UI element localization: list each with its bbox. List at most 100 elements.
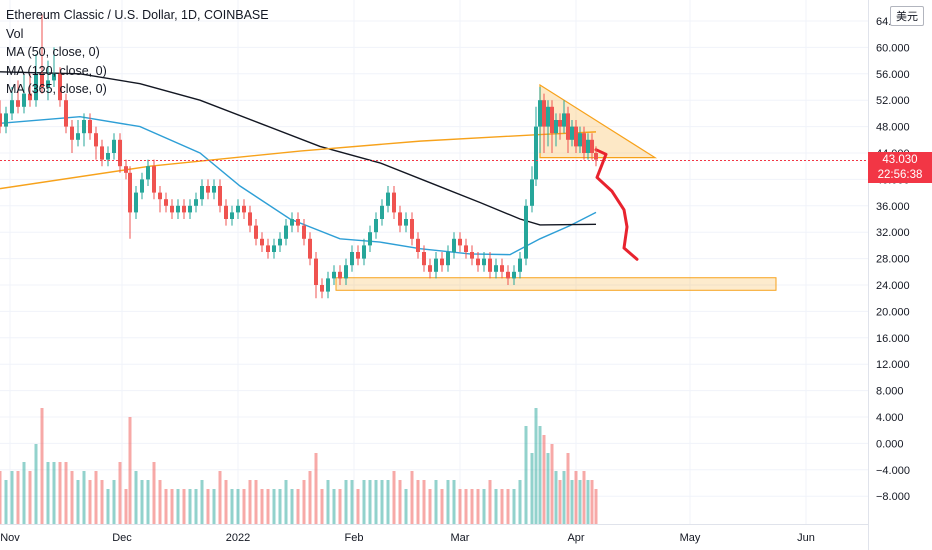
candle-body xyxy=(28,93,32,101)
candle-body xyxy=(94,133,98,147)
time-tick-label: Dec xyxy=(112,532,132,544)
price-tick-label: 52.000 xyxy=(876,95,910,107)
volume-bar xyxy=(140,480,144,524)
volume-bar xyxy=(302,480,306,524)
volume-bar xyxy=(320,489,324,524)
candle-body xyxy=(158,192,162,200)
legend-ma-120[interactable]: MA (120, close, 0) xyxy=(6,63,107,78)
volume-bar xyxy=(422,480,426,524)
candle-body xyxy=(236,205,240,213)
volume-bar xyxy=(332,489,336,524)
volume-bar xyxy=(28,471,32,524)
volume-bar xyxy=(538,426,542,524)
candle-body xyxy=(570,126,574,140)
volume-bar xyxy=(146,480,150,524)
support-zone xyxy=(335,277,777,291)
volume-bar xyxy=(428,489,432,524)
volume-bar xyxy=(70,471,74,524)
volume-bar xyxy=(534,408,538,524)
candle-body xyxy=(194,199,198,206)
price-tick-label: 0.000 xyxy=(876,438,904,450)
currency-button[interactable]: 美元 xyxy=(890,6,924,26)
candle-body xyxy=(308,238,312,259)
volume-bar xyxy=(278,489,282,524)
price-tick-label: 20.000 xyxy=(876,306,910,318)
time-axis[interactable]: Nov Dec 2022 Feb Mar Apr May Jun xyxy=(0,532,815,544)
volume-bar xyxy=(284,480,288,524)
candle-body xyxy=(512,271,516,279)
candle-body xyxy=(40,73,44,87)
volume-bar xyxy=(446,480,450,524)
volume-bar xyxy=(362,480,366,524)
candle-body xyxy=(362,245,366,259)
candle-body xyxy=(578,133,582,147)
candle-body xyxy=(100,146,104,160)
candle-body xyxy=(206,186,210,193)
candle-body xyxy=(434,258,438,272)
candle-body xyxy=(212,186,216,193)
ma-line xyxy=(0,115,597,256)
candle-body xyxy=(34,73,38,101)
volume-bar xyxy=(470,489,474,524)
volume-bar xyxy=(476,489,480,524)
time-tick-label: May xyxy=(680,532,701,544)
grid xyxy=(0,0,868,524)
candlesticks xyxy=(0,14,598,299)
volume-bar xyxy=(550,444,554,524)
volume-bar xyxy=(22,462,26,524)
volume-bar xyxy=(124,489,128,524)
volume-bar xyxy=(34,444,38,524)
candle-body xyxy=(386,192,390,206)
time-tick-label: Feb xyxy=(345,532,364,544)
candle-body xyxy=(530,179,534,206)
candle-body xyxy=(586,139,590,153)
volume-bar xyxy=(260,489,264,524)
volume-bar xyxy=(308,471,312,524)
price-tick-label: 16.000 xyxy=(876,333,910,345)
volume-bar xyxy=(88,480,92,524)
volume-bar xyxy=(134,471,138,524)
time-tick-label: 2022 xyxy=(226,532,250,544)
price-axis[interactable]: 64.00060.00056.00052.00048.00044.00040.0… xyxy=(876,16,910,503)
candle-body xyxy=(494,265,498,272)
candle-body xyxy=(254,225,258,239)
projection-path xyxy=(594,148,639,261)
last-price-value: 43.030 xyxy=(882,154,918,166)
time-tick-label: Jun xyxy=(797,532,815,544)
candle-body xyxy=(314,258,318,285)
candle-body xyxy=(182,205,186,213)
candle-body xyxy=(476,258,480,266)
legend-vol[interactable]: Vol xyxy=(6,26,24,41)
volume-bar xyxy=(566,453,570,524)
volume-bar xyxy=(416,480,420,524)
candle-body xyxy=(260,238,264,246)
price-tick-label: 56.000 xyxy=(876,69,910,81)
candle-body xyxy=(566,113,570,140)
candle-body xyxy=(124,166,128,173)
volume-bar xyxy=(368,480,372,524)
volume-bar xyxy=(392,471,396,524)
legend-ma-50[interactable]: MA (50, close, 0) xyxy=(6,45,100,59)
volume-bar xyxy=(290,489,294,524)
time-tick-label: Nov xyxy=(0,532,20,544)
time-tick-label: Mar xyxy=(451,532,470,544)
candle-body xyxy=(106,153,110,160)
candle-body xyxy=(296,219,300,226)
price-tick-label: −4.000 xyxy=(876,465,910,477)
time-tick-label: Apr xyxy=(567,532,584,544)
candle-body xyxy=(170,205,174,213)
price-tick-label: 48.000 xyxy=(876,122,910,134)
chart-legend: Ethereum Classic / U.S. Dollar, 1D, COIN… xyxy=(6,6,269,99)
candle-body xyxy=(88,120,92,134)
candle-body xyxy=(248,212,252,226)
candle-body xyxy=(440,258,444,266)
volume-bar xyxy=(170,489,174,524)
candle-body xyxy=(534,126,538,180)
volume-bar xyxy=(40,408,44,524)
legend-ma-365[interactable]: MA (365, close, 0) xyxy=(6,82,107,96)
volume-bar xyxy=(82,471,86,524)
candle-body xyxy=(524,205,528,259)
volume-bar xyxy=(386,480,390,524)
symbol-title[interactable]: Ethereum Classic / U.S. Dollar, 1D, COIN… xyxy=(6,8,269,22)
